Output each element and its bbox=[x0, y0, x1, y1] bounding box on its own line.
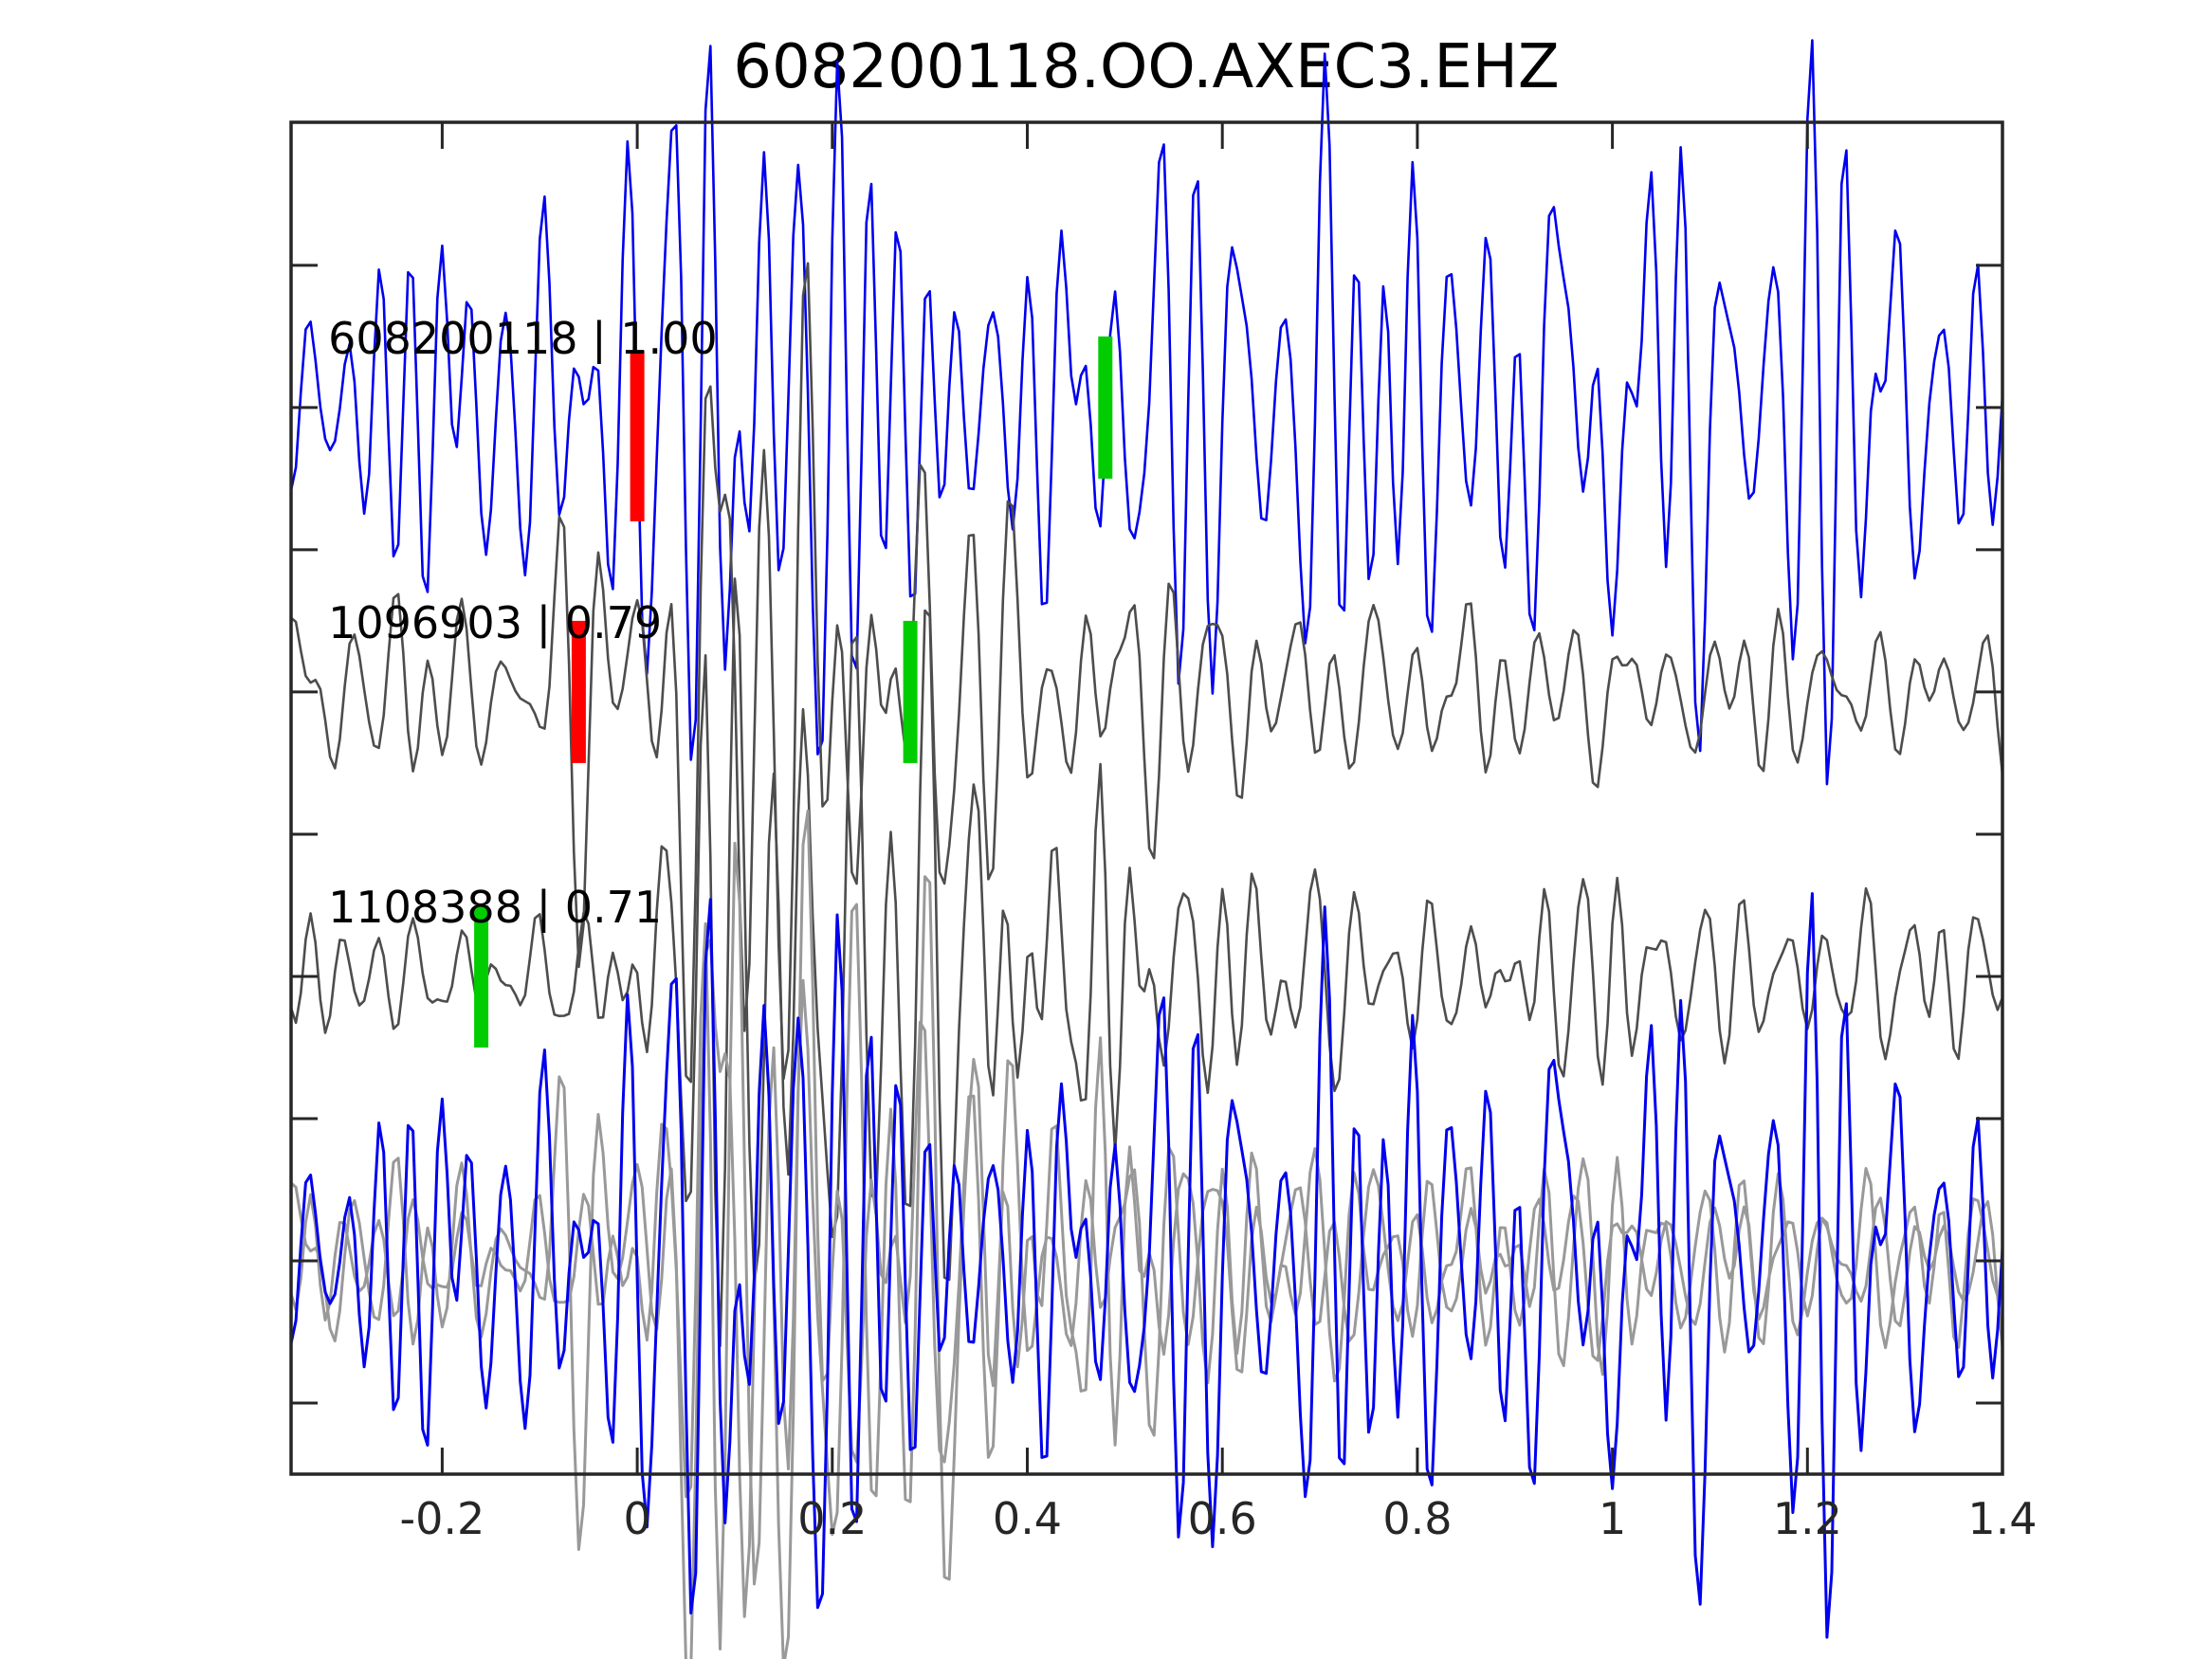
pick-markers bbox=[474, 336, 1113, 1048]
x-tick-label: 1.2 bbox=[1773, 1493, 1842, 1544]
trace-1096903 bbox=[290, 262, 2004, 1084]
trace-608200118 bbox=[289, 39, 2004, 786]
x-tick-label: -0.2 bbox=[400, 1493, 485, 1544]
trace-labels: 608200118 | 1.00 1096903 | 0.79 1108388 | … bbox=[328, 313, 718, 934]
x-tick-label: 0.4 bbox=[993, 1493, 1062, 1544]
overlay-trace-1096903 bbox=[290, 809, 2004, 1659]
trace-lines bbox=[289, 39, 2004, 1659]
pick-red-marker-1096903 bbox=[571, 620, 586, 763]
pick-green-marker-1096903 bbox=[903, 620, 918, 763]
x-tick-label: 0.2 bbox=[797, 1493, 867, 1544]
axes-frame bbox=[289, 120, 2004, 1476]
trace-label-1108388: 1108388 | 0.71 bbox=[328, 882, 662, 934]
pick-green-marker-1108388 bbox=[474, 905, 489, 1048]
x-tick-label: 0.6 bbox=[1188, 1493, 1257, 1544]
plot-title: 608200118.OO.AXEC3.EHZ bbox=[733, 32, 1560, 102]
x-tick-label: 0.8 bbox=[1382, 1493, 1452, 1544]
plot-frame bbox=[289, 120, 2004, 1476]
x-tick-labels: -0.2 0 0.2 0.4 0.6 0.8 1 1.2 1.4 bbox=[400, 1493, 2038, 1544]
axis-ticks bbox=[291, 122, 2004, 1474]
x-tick-label: 1.4 bbox=[1967, 1493, 2037, 1544]
pick-green-marker-608200118 bbox=[1098, 336, 1113, 479]
x-tick-label: 1 bbox=[1599, 1493, 1626, 1544]
pick-red-marker-608200118 bbox=[630, 350, 645, 521]
overlay-trace-608200118 bbox=[289, 892, 2004, 1639]
trace-1108388 bbox=[289, 577, 2004, 1348]
trace-label-608200118: 608200118 | 1.00 bbox=[328, 313, 718, 365]
trace-label-1096903: 1096903 | 0.79 bbox=[328, 597, 662, 649]
overlay-trace-1108388 bbox=[289, 842, 2004, 1650]
x-tick-label: 0 bbox=[623, 1493, 650, 1544]
